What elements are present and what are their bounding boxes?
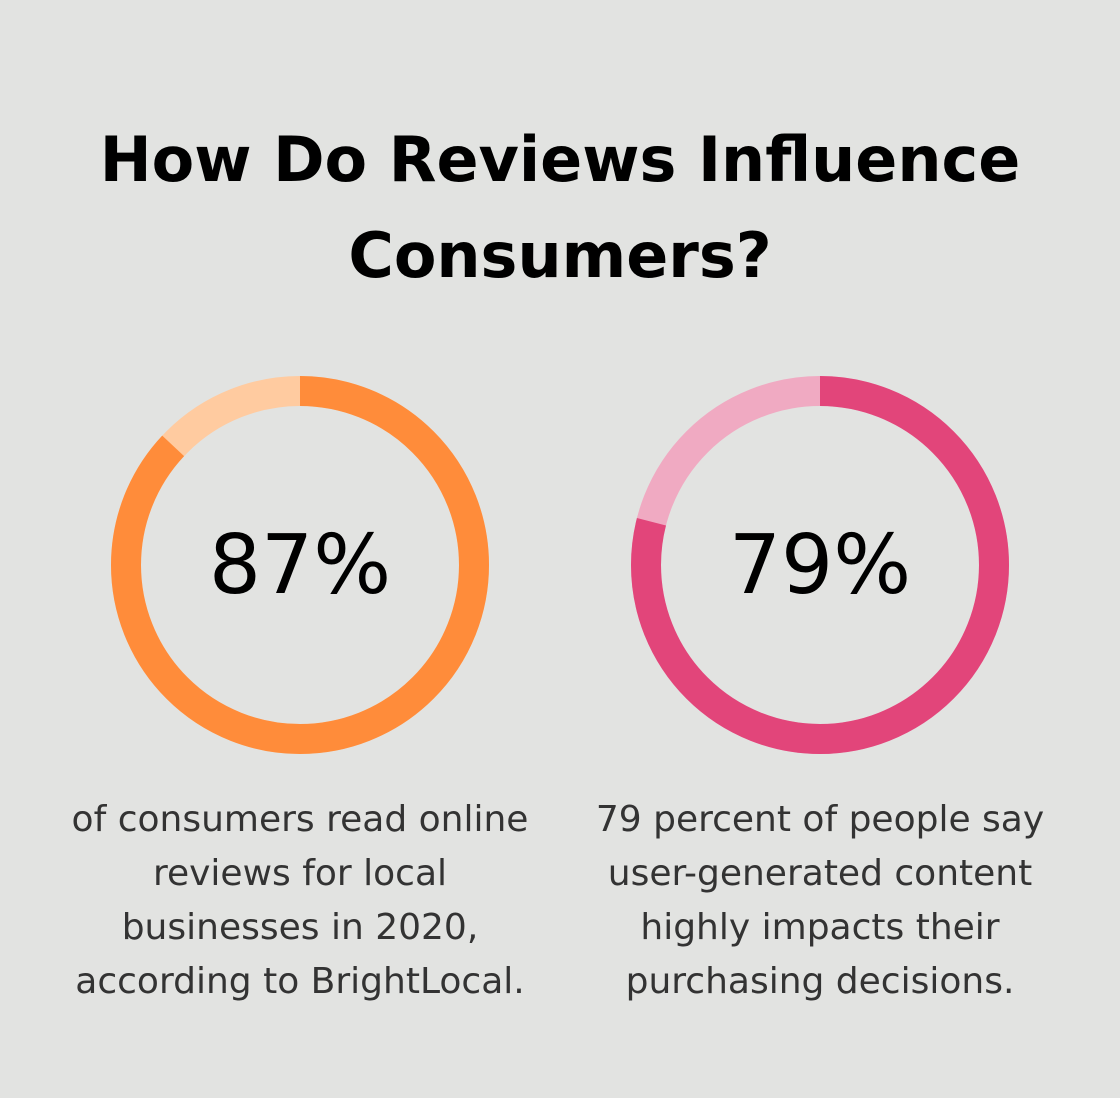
- title: How Do Reviews Influence Consumers?: [99, 123, 1021, 292]
- caption-line: 79 percent of people say: [596, 799, 1044, 840]
- caption-line: reviews for local: [153, 853, 447, 894]
- caption-line: user-generated content: [608, 853, 1032, 894]
- caption-line: according to BrightLocal.: [75, 961, 524, 1002]
- caption-line: of consumers read online: [72, 799, 529, 840]
- donut-arc: [631, 376, 1009, 754]
- caption-line: businesses in 2020,: [122, 907, 479, 948]
- caption-line: purchasing decisions.: [626, 961, 1015, 1002]
- value-label: 87%: [209, 518, 391, 613]
- value-label: 79%: [729, 518, 911, 613]
- caption-line: highly impacts their: [640, 907, 999, 948]
- donut-arc: [111, 376, 489, 754]
